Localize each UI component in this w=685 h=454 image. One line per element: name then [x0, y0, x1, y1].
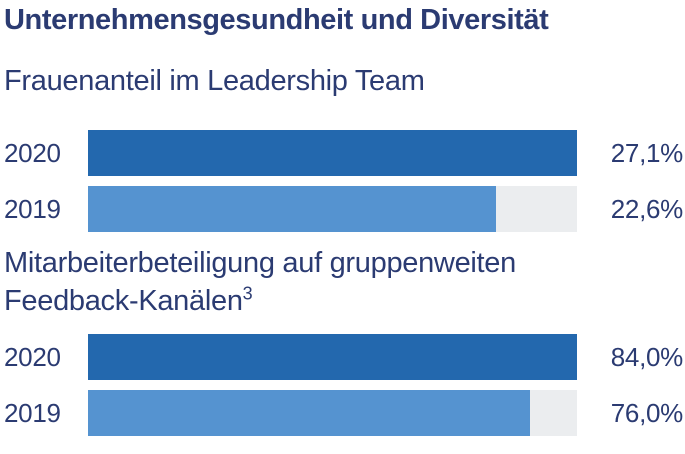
chart-subtitle-frauenanteil: Frauenanteil im Leadership Team	[4, 65, 425, 97]
bar-category-label: 2019	[4, 397, 61, 428]
bar-track	[88, 186, 577, 232]
chart-subtitle-feedback: Mitarbeiterbeteiligung auf gruppenweiten…	[4, 244, 685, 320]
chart-section-frauenanteil: Frauenanteil im Leadership Team 2020 27,1…	[4, 62, 685, 232]
bar-row-2019: 2019 76,0%	[4, 390, 685, 436]
bar-fill	[88, 334, 577, 380]
chart-subtitle-feedback-line2: Feedback-Kanälen	[4, 285, 243, 317]
bar-track	[88, 130, 577, 176]
bar-fill	[88, 130, 577, 176]
bar-row-2020: 2020 84,0%	[4, 334, 685, 380]
bar-row-2020: 2020 27,1%	[4, 130, 685, 176]
bar-row-2019: 2019 22,6%	[4, 186, 685, 232]
bar-chart-feedback: 2020 84,0% 2019 76,0%	[4, 334, 685, 436]
bar-track	[88, 334, 577, 380]
bar-track	[88, 390, 577, 436]
bar-category-label: 2020	[4, 341, 61, 372]
bar-fill	[88, 186, 496, 232]
bar-fill	[88, 390, 531, 436]
bar-chart-frauenanteil: 2020 27,1% 2019 22,6%	[4, 130, 685, 232]
bar-value-label: 27,1%	[610, 137, 684, 168]
bar-category-label: 2019	[4, 193, 61, 224]
chart-subtitle-feedback-line1: Mitarbeiterbeteiligung auf gruppenweiten	[4, 247, 516, 279]
bar-category-label: 2020	[4, 137, 61, 168]
bar-value-label: 84,0%	[610, 341, 684, 372]
bar-value-label: 76,0%	[610, 397, 684, 428]
page-title: Unternehmensgesundheit und Diversität	[4, 4, 549, 36]
bar-value-label: 22,6%	[610, 193, 684, 224]
chart-section-feedback: Mitarbeiterbeteiligung auf gruppenweiten…	[4, 244, 685, 436]
footnote-marker: 3	[242, 283, 253, 304]
